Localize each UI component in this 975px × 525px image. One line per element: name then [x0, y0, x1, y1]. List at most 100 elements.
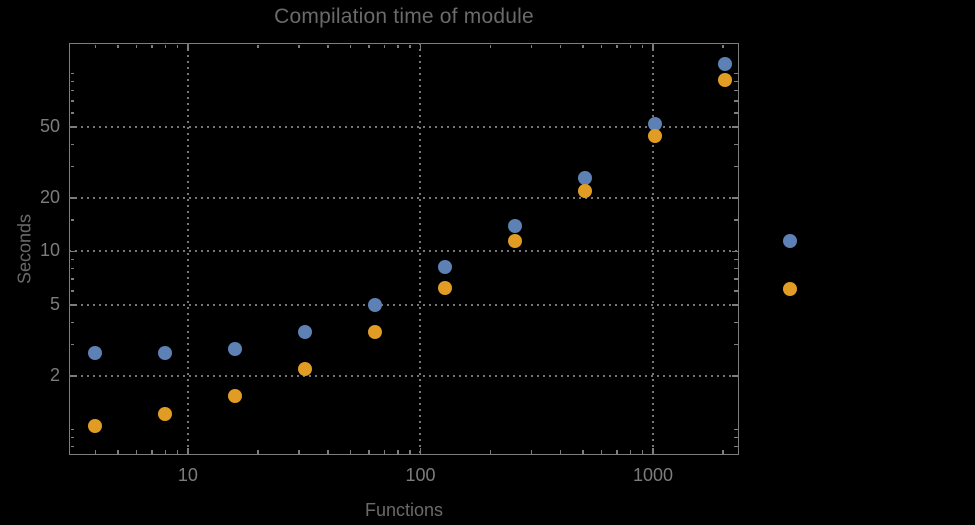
- x-tick-mark: [383, 450, 386, 454]
- data-point-series-orange: [88, 418, 103, 433]
- y-tick-mark: [70, 436, 74, 439]
- data-point-series-orange: [158, 407, 173, 422]
- y-tick-mark: [70, 165, 74, 168]
- data-point-series-orange: [298, 361, 313, 376]
- x-tick-mark: [629, 450, 632, 454]
- x-gridline: [186, 43, 189, 455]
- x-tick-mark: [298, 44, 300, 48]
- x-tick-mark: [176, 450, 179, 454]
- y-tick-mark: [70, 126, 77, 128]
- data-point-series-blue: [228, 341, 243, 356]
- x-tick-mark: [629, 44, 632, 48]
- data-point-series-blue: [158, 345, 173, 360]
- data-point-series-orange: [578, 183, 593, 198]
- data-point-series-blue: [88, 345, 103, 360]
- y-tick-mark: [70, 278, 74, 280]
- x-tick-mark: [722, 44, 724, 48]
- y-tick-mark: [734, 428, 738, 431]
- y-tick-label: 50: [39, 116, 60, 137]
- y-tick-mark: [734, 143, 738, 146]
- x-tick-mark: [582, 44, 584, 48]
- x-tick-mark: [94, 450, 97, 454]
- data-point-series-orange: [718, 72, 733, 87]
- data-point-series-orange: [228, 389, 243, 404]
- y-tick-mark: [734, 343, 738, 346]
- x-tick-mark: [559, 44, 562, 48]
- x-tick-label: 100: [405, 465, 436, 485]
- y-tick-mark: [70, 267, 74, 270]
- data-point-series-blue: [578, 170, 593, 185]
- y-tick-mark: [734, 278, 738, 280]
- data-point-series-blue: [368, 298, 383, 313]
- plot-frame: [69, 43, 739, 455]
- y-tick-mark: [70, 112, 74, 114]
- legend-marker-2: [782, 282, 797, 296]
- y-tick-mark: [734, 72, 738, 75]
- x-gridline: [419, 43, 422, 455]
- y-tick-mark: [70, 304, 77, 306]
- data-point-series-orange: [648, 129, 663, 144]
- y-tick-mark: [70, 143, 74, 146]
- x-tick-mark: [327, 450, 329, 454]
- x-tick-mark: [117, 44, 119, 48]
- x-tick-mark: [489, 450, 492, 454]
- x-tick-mark: [349, 44, 352, 48]
- chart-title: Compilation time of module: [274, 5, 534, 28]
- x-tick-mark: [397, 44, 399, 48]
- x-tick-mark: [176, 44, 179, 48]
- y-tick-mark: [731, 375, 738, 377]
- y-tick-mark: [70, 290, 74, 292]
- x-tick-mark: [530, 450, 533, 454]
- y-tick-mark: [70, 343, 74, 346]
- data-point-series-blue: [508, 219, 523, 234]
- y-tick-mark: [70, 258, 74, 261]
- y-tick-mark: [70, 89, 74, 92]
- x-tick-mark: [349, 450, 352, 454]
- x-tick-mark: [616, 44, 618, 48]
- y-tick-mark: [734, 100, 738, 102]
- y-tick-label: 20: [39, 186, 60, 207]
- y-tick-mark: [731, 126, 738, 128]
- x-tick-mark: [600, 450, 603, 454]
- x-tick-mark: [117, 450, 119, 454]
- x-tick-mark: [151, 44, 153, 48]
- data-point-series-orange: [508, 233, 523, 248]
- x-gridline: [652, 43, 654, 455]
- x-tick-mark: [409, 450, 411, 454]
- x-tick-mark: [383, 44, 386, 48]
- y-gridline: [69, 126, 739, 129]
- x-tick-mark: [559, 450, 562, 454]
- y-tick-mark: [734, 80, 738, 83]
- data-point-series-blue: [648, 117, 663, 132]
- y-tick-mark: [70, 375, 77, 377]
- y-gridline: [69, 374, 739, 377]
- y-tick-mark: [70, 197, 77, 199]
- y-tick-mark: [70, 80, 74, 83]
- y-tick-mark: [734, 290, 738, 292]
- y-tick-label: 10: [39, 240, 60, 261]
- data-point-series-blue: [438, 259, 453, 274]
- x-tick-mark: [419, 447, 422, 454]
- y-tick-mark: [70, 72, 74, 75]
- x-tick-mark: [135, 450, 138, 454]
- y-tick-mark: [734, 219, 738, 221]
- y-tick-mark: [70, 219, 74, 221]
- y-tick-mark: [731, 250, 738, 253]
- x-tick-mark: [368, 44, 370, 48]
- x-tick-mark: [616, 450, 618, 454]
- x-tick-mark: [641, 44, 644, 48]
- x-tick-mark: [151, 450, 153, 454]
- data-point-series-orange: [368, 324, 383, 339]
- x-tick-mark: [582, 450, 584, 454]
- y-gridline: [69, 250, 739, 253]
- y-tick-mark: [734, 436, 738, 439]
- x-tick-label: 10: [177, 465, 198, 485]
- y-tick-mark: [734, 89, 738, 92]
- data-point-series-orange: [438, 281, 453, 296]
- y-tick-mark: [70, 250, 77, 253]
- x-tick-mark: [257, 44, 259, 48]
- y-tick-mark: [70, 428, 74, 431]
- y-tick-mark: [734, 267, 738, 270]
- y-tick-mark: [734, 258, 738, 261]
